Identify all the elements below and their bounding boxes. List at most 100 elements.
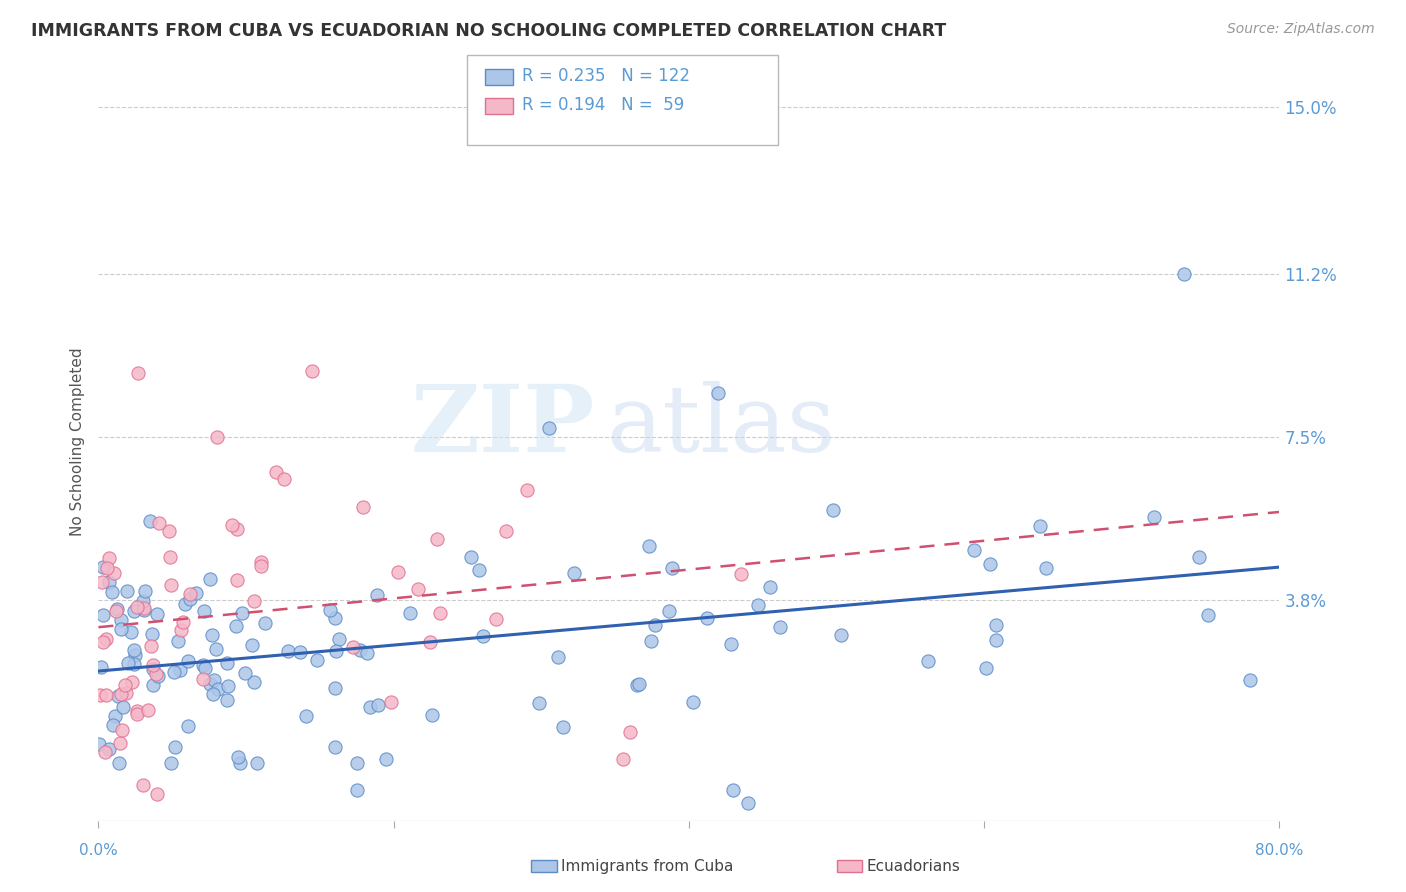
Point xyxy=(96,561,118,575)
Point xyxy=(830,628,852,642)
Point xyxy=(110,622,132,636)
Point xyxy=(89,737,111,751)
Point xyxy=(250,559,273,574)
Point xyxy=(90,660,112,674)
Point xyxy=(242,675,264,690)
Point xyxy=(661,561,683,575)
Point xyxy=(124,657,146,671)
Point xyxy=(201,627,224,641)
Point xyxy=(142,657,165,672)
Point xyxy=(104,709,127,723)
Point xyxy=(117,657,139,671)
Text: Source: ZipAtlas.com: Source: ZipAtlas.com xyxy=(1227,22,1375,37)
Point xyxy=(917,654,939,668)
Point xyxy=(131,594,153,608)
Point xyxy=(253,615,276,630)
Point xyxy=(986,617,1008,632)
Point xyxy=(1035,561,1057,575)
Point xyxy=(821,502,844,516)
Point xyxy=(305,653,328,667)
Point xyxy=(658,604,681,618)
Point xyxy=(264,466,287,480)
Point xyxy=(723,782,745,797)
Point xyxy=(225,618,247,632)
Point xyxy=(1197,608,1219,623)
Point xyxy=(226,573,249,587)
Point xyxy=(638,539,661,553)
Point xyxy=(174,597,197,611)
Point xyxy=(426,532,449,546)
Point xyxy=(111,699,134,714)
Point xyxy=(551,720,574,734)
Point xyxy=(215,656,238,670)
Point xyxy=(707,386,730,401)
Point xyxy=(288,645,311,659)
Point xyxy=(191,673,214,687)
Point xyxy=(122,604,145,618)
Text: 80.0%: 80.0% xyxy=(1256,843,1303,858)
Point xyxy=(562,566,585,580)
Point xyxy=(986,633,1008,648)
Point xyxy=(145,667,167,681)
Point xyxy=(537,421,560,435)
Point xyxy=(205,430,228,444)
Point xyxy=(136,703,159,717)
Point xyxy=(146,669,169,683)
Point xyxy=(101,584,124,599)
Point xyxy=(202,673,225,687)
Point xyxy=(146,607,169,622)
Point xyxy=(221,518,243,533)
Point xyxy=(352,500,374,514)
Point xyxy=(328,632,350,646)
Point xyxy=(115,584,138,599)
Point xyxy=(626,678,648,692)
Point xyxy=(139,515,162,529)
Point xyxy=(640,633,662,648)
Point xyxy=(963,543,986,558)
Point xyxy=(468,562,491,576)
Point xyxy=(628,677,651,691)
Point xyxy=(301,364,323,378)
Point xyxy=(186,585,208,599)
Point xyxy=(720,637,742,651)
Point xyxy=(769,620,792,634)
Point xyxy=(325,681,347,695)
Point xyxy=(516,483,538,497)
Point xyxy=(139,639,162,653)
Point xyxy=(163,665,186,680)
Point xyxy=(120,625,142,640)
Point xyxy=(346,756,368,771)
Point xyxy=(323,740,346,755)
Point xyxy=(146,787,169,801)
Point xyxy=(98,551,121,566)
Point xyxy=(148,516,170,531)
Point xyxy=(198,573,221,587)
Point xyxy=(121,675,143,690)
Y-axis label: No Schooling Completed: No Schooling Completed xyxy=(70,347,86,536)
Point xyxy=(228,756,250,771)
Point xyxy=(207,682,229,697)
Point xyxy=(375,752,398,766)
Point xyxy=(134,603,156,617)
Point xyxy=(273,472,295,486)
Text: R = 0.235   N = 122: R = 0.235 N = 122 xyxy=(522,67,689,85)
Point xyxy=(367,698,389,713)
Point xyxy=(1028,519,1050,533)
Point xyxy=(127,600,149,615)
Point xyxy=(165,739,187,754)
Point xyxy=(346,782,368,797)
Point xyxy=(429,607,451,621)
Point xyxy=(105,601,128,615)
Point xyxy=(172,615,194,629)
Text: atlas: atlas xyxy=(606,382,835,471)
Point xyxy=(193,604,215,618)
Text: IMMIGRANTS FROM CUBA VS ECUADORIAN NO SCHOOLING COMPLETED CORRELATION CHART: IMMIGRANTS FROM CUBA VS ECUADORIAN NO SC… xyxy=(31,22,946,40)
Point xyxy=(169,664,191,678)
Point xyxy=(93,635,115,649)
Point xyxy=(250,555,273,569)
Point xyxy=(198,676,221,690)
Point xyxy=(159,578,181,592)
Point xyxy=(157,524,180,538)
Point xyxy=(104,604,127,618)
Point xyxy=(974,661,997,675)
